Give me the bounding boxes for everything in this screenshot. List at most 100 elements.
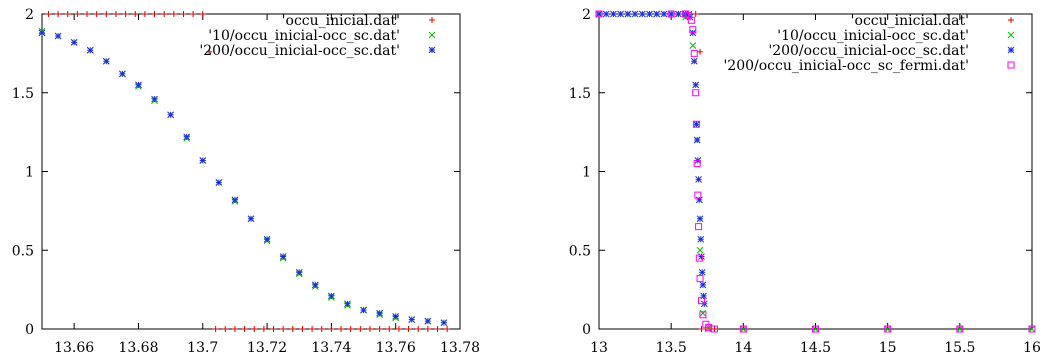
data-point xyxy=(690,49,698,57)
data-point xyxy=(624,10,632,18)
data-point xyxy=(295,268,303,276)
data-point xyxy=(675,10,682,18)
legend-marker xyxy=(1007,61,1015,69)
x-tick-label: 13.72 xyxy=(247,340,287,356)
data-point xyxy=(141,11,148,17)
legend-marker xyxy=(1007,46,1015,54)
data-point xyxy=(309,326,316,332)
data-point xyxy=(376,309,383,317)
data-point xyxy=(311,281,319,289)
data-point xyxy=(215,179,223,186)
data-point xyxy=(54,32,62,40)
data-point xyxy=(692,81,700,89)
data-point xyxy=(695,223,703,231)
data-point xyxy=(357,326,364,332)
x-tick-label: 13.68 xyxy=(118,340,158,356)
x-tick-label: 13.76 xyxy=(376,340,416,356)
data-point xyxy=(697,48,704,55)
data-point xyxy=(151,95,158,103)
data-point xyxy=(170,11,177,17)
x-tick-label: 13.78 xyxy=(440,340,480,356)
data-point xyxy=(260,326,267,332)
data-point xyxy=(696,246,704,254)
data-point xyxy=(812,325,819,333)
legend-marker xyxy=(1007,31,1015,39)
data-point xyxy=(610,10,617,18)
data-point xyxy=(693,120,700,128)
data-point xyxy=(424,326,431,332)
data-point xyxy=(338,326,345,332)
data-point xyxy=(424,317,432,325)
data-point xyxy=(270,326,277,332)
data-point xyxy=(1028,325,1036,333)
data-point xyxy=(183,133,191,141)
x-tick-label: 14 xyxy=(734,340,752,356)
data-point xyxy=(689,42,697,49)
data-point xyxy=(638,10,646,18)
series-1 xyxy=(38,27,448,327)
data-point xyxy=(595,10,603,18)
data-point xyxy=(884,325,892,333)
data-point xyxy=(711,326,718,332)
right-plot: 13 13.5 14 14.5 15 15.5 16 0 0.5 1 1.5 2 'occu_inici… xyxy=(569,7,1041,356)
x-tick-label: 14.5 xyxy=(800,340,831,356)
data-point xyxy=(694,191,702,199)
data-point xyxy=(690,57,698,65)
data-point xyxy=(55,11,62,17)
data-point xyxy=(190,11,197,17)
y-tick-label: 2 xyxy=(25,7,34,23)
data-point xyxy=(687,16,695,24)
data-point xyxy=(440,319,448,327)
data-points xyxy=(38,11,451,332)
data-point xyxy=(366,326,373,332)
y-tick-label: 0.5 xyxy=(12,243,34,259)
data-point xyxy=(328,292,335,300)
data-point xyxy=(289,326,296,332)
data-point xyxy=(344,300,351,308)
legend-label: 'occu_inicial.dat' xyxy=(282,13,400,29)
data-point xyxy=(167,111,174,119)
data-point xyxy=(699,311,707,319)
data-point xyxy=(279,253,287,260)
data-point xyxy=(180,11,187,17)
data-point xyxy=(667,10,675,18)
data-point xyxy=(86,46,94,54)
x-tick-label: 15 xyxy=(879,340,897,356)
data-point xyxy=(376,326,383,332)
data-point xyxy=(102,57,110,65)
y-tick-label: 1 xyxy=(25,165,34,181)
x-tick-label: 13.74 xyxy=(311,340,351,356)
data-point xyxy=(45,11,52,17)
legend-label: '200/occu_inicial-occ_sc.dat' xyxy=(199,43,400,59)
legend-label: '10/occu_inicial-occ_sc.dat' xyxy=(208,28,400,44)
data-point xyxy=(386,326,393,332)
data-point xyxy=(697,235,705,243)
data-point xyxy=(884,325,892,333)
data-point xyxy=(434,326,441,332)
y-tick-label: 1 xyxy=(582,165,591,181)
legend-marker xyxy=(429,17,435,23)
series-2 xyxy=(595,10,708,308)
legend-label: '10/occu_inicial-occ_sc.dat' xyxy=(777,28,969,44)
data-point xyxy=(698,268,706,276)
data-point xyxy=(956,325,964,333)
data-point xyxy=(739,325,747,333)
data-point xyxy=(812,325,819,333)
left-plot: 13.66 13.68 13.7 13.72 13.74 13.76 13.78 0 0.5 1 1… xyxy=(12,7,480,356)
data-point xyxy=(695,176,702,183)
data-point xyxy=(280,326,287,332)
x-tick-label: 13 xyxy=(590,340,608,356)
y-tick-label: 0.5 xyxy=(569,243,591,259)
data-point xyxy=(602,10,610,18)
data-point xyxy=(392,313,400,320)
y-tick-label: 1.5 xyxy=(569,86,591,102)
data-point xyxy=(646,10,653,18)
x-tick-label: 13.5 xyxy=(656,340,687,356)
data-point xyxy=(956,325,964,333)
data-point xyxy=(710,325,718,333)
data-point xyxy=(206,48,213,55)
data-point xyxy=(251,326,258,332)
data-point xyxy=(698,253,705,260)
data-point xyxy=(64,11,71,17)
data-point xyxy=(74,11,81,17)
